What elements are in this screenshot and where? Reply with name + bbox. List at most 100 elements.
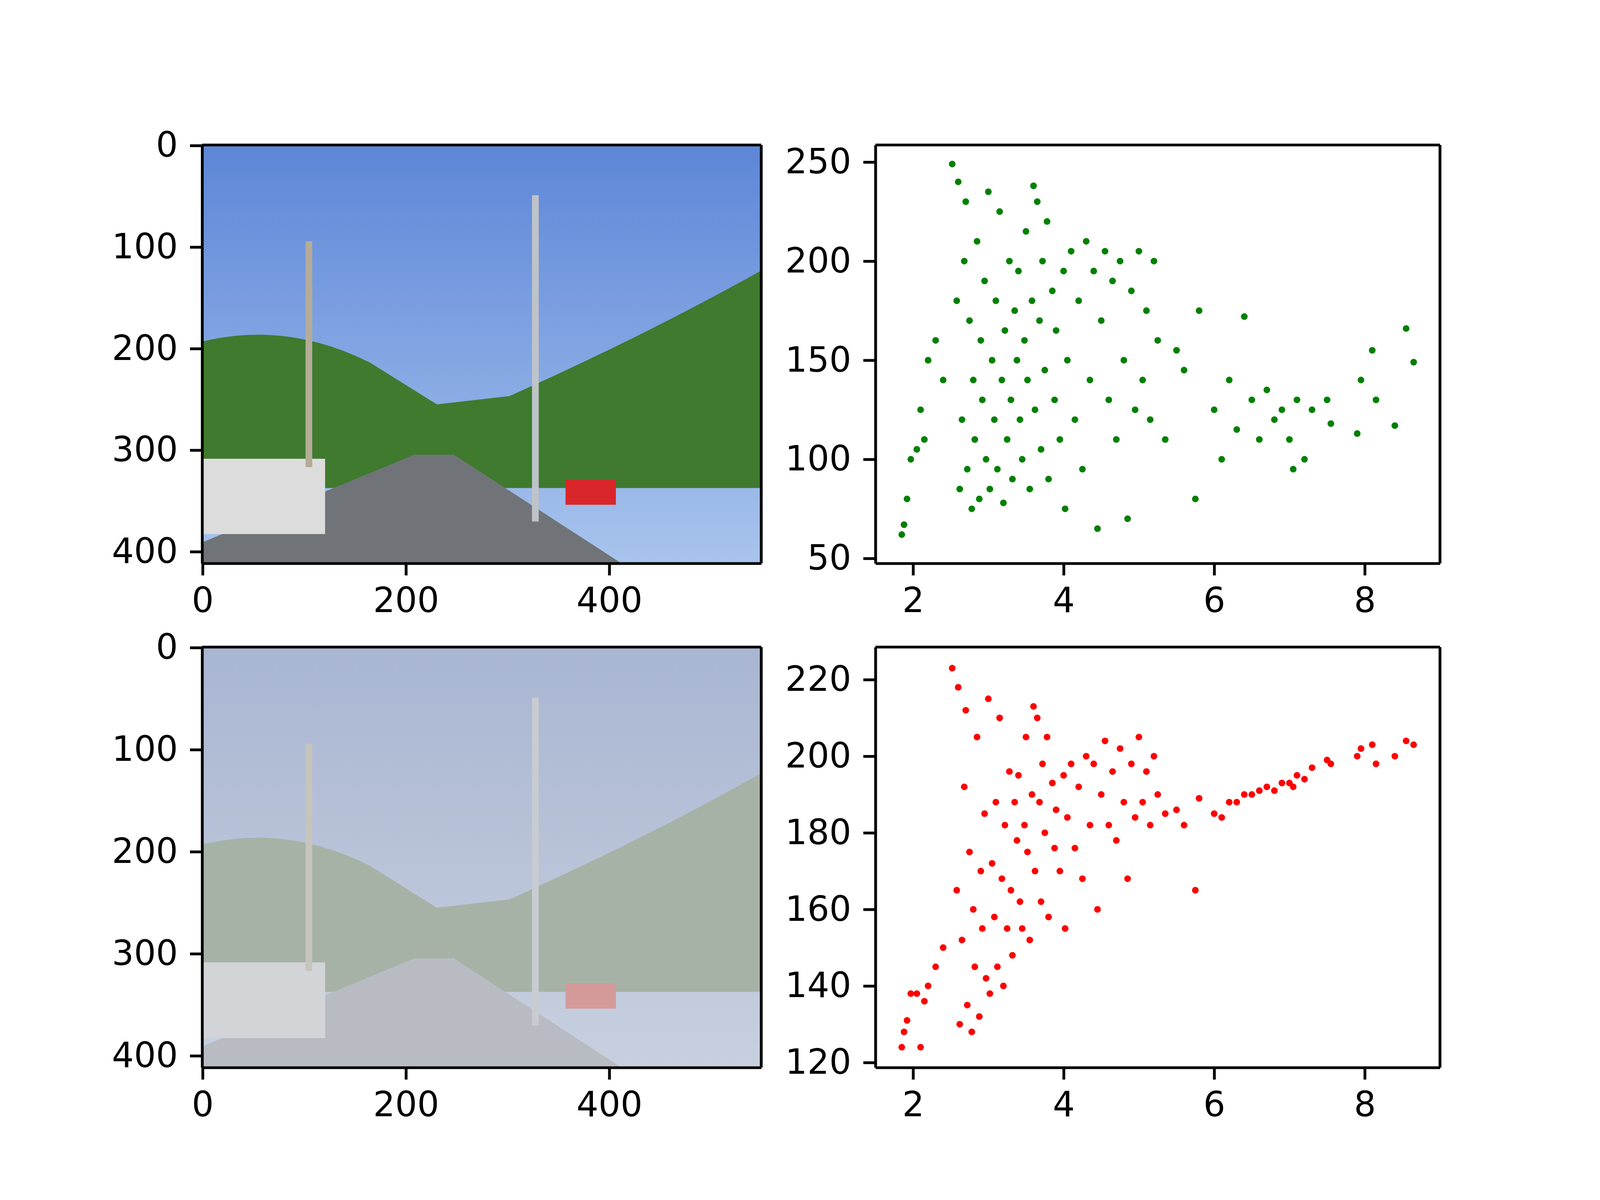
scatter-point (1007, 887, 1015, 894)
tick: 200 (785, 240, 876, 281)
scatter-point (1124, 875, 1131, 883)
tick: 50 (807, 537, 876, 578)
tick-mark (1363, 1067, 1367, 1080)
scatter-point (985, 695, 992, 703)
scatter-point (1033, 198, 1041, 205)
tick-mark (863, 984, 876, 988)
tick: 150 (785, 339, 876, 380)
scatter-point (1018, 455, 1026, 463)
scatter-point (1000, 982, 1007, 990)
tick-label: 250 (785, 141, 852, 182)
scatter-point (1402, 737, 1410, 745)
scatter-point (962, 198, 970, 205)
scatter-point (1301, 775, 1308, 783)
scatter-point (1327, 760, 1335, 768)
scatter-point (1290, 465, 1297, 473)
scatter-point (1007, 396, 1015, 404)
tick-mark (190, 952, 203, 956)
scatter-point (1022, 227, 1030, 235)
x-axis: 0200400 (191, 563, 762, 621)
tick: 200 (112, 327, 203, 369)
scatter-point (1255, 787, 1263, 795)
x-axis: 2468 (875, 1067, 1441, 1125)
scatter-point (1162, 436, 1169, 443)
scatter-point (1127, 287, 1135, 295)
y-axis: 0100200300400 (112, 626, 203, 1076)
scatter-point (992, 798, 1000, 806)
scatter-point (1061, 505, 1069, 513)
scatter-point (988, 860, 996, 867)
axis-line (875, 1066, 1441, 1070)
scatter-point (1064, 357, 1071, 364)
spine-top (875, 143, 1440, 147)
scatter-point (1368, 741, 1376, 748)
scatter-point (920, 436, 928, 443)
tick-label: 6 (1203, 1084, 1226, 1125)
scatter-point (1016, 416, 1024, 423)
scatter-point (1052, 806, 1060, 814)
scatter-point (1090, 760, 1098, 768)
tick-label: 50 (807, 537, 852, 578)
x-axis: 0200400 (191, 1067, 762, 1125)
photo-pole (532, 697, 539, 1026)
scatter-point (1233, 426, 1240, 433)
scatter-point (1278, 779, 1286, 787)
scatter-point (979, 925, 986, 932)
tick: 140 (785, 965, 876, 1006)
scatter-point (955, 178, 962, 185)
tick-label: 6 (1203, 580, 1226, 621)
scatter-point (1218, 455, 1225, 463)
photo-car (565, 479, 616, 505)
axis-line (874, 647, 878, 1068)
scatter-point (996, 714, 1003, 722)
tick-mark (190, 850, 203, 854)
tick: 180 (785, 812, 876, 853)
tick: 200 (373, 1067, 440, 1125)
scatter-point (1021, 337, 1028, 344)
scatter-point (1131, 406, 1139, 413)
scatter-point (1248, 396, 1255, 404)
axis-line (875, 562, 1441, 565)
tick: 4 (1052, 1067, 1075, 1125)
scatter-point (994, 465, 1001, 473)
tick-mark (190, 646, 203, 650)
scatter-point (998, 376, 1006, 384)
photo-wall (202, 458, 325, 535)
scatter-point (1090, 267, 1098, 275)
scatter-point (990, 416, 998, 423)
scatter-point (1180, 821, 1188, 829)
scatter-point (1101, 737, 1109, 745)
scatter-point (1013, 837, 1021, 844)
scatter-point (977, 337, 985, 344)
scatter-point (1024, 376, 1031, 384)
scatter-point (1045, 913, 1053, 921)
spine-top (875, 645, 1440, 649)
scatter-point (913, 990, 920, 998)
plot-area (898, 160, 1418, 538)
tick-label: 100 (785, 438, 852, 479)
tick-mark (863, 457, 876, 461)
scatter-point (1000, 499, 1007, 507)
scatter-point (903, 495, 911, 503)
tick: 250 (785, 141, 876, 182)
tick-label: 120 (785, 1041, 852, 1083)
x-axis: 2468 (875, 563, 1441, 621)
tick-mark (1363, 563, 1367, 576)
scatter-point (1052, 327, 1060, 334)
scatter-point (1094, 905, 1101, 913)
scatter-point (1173, 806, 1180, 814)
tick: 120 (785, 1041, 876, 1083)
scatter-point (1049, 287, 1056, 295)
scatter-point (998, 875, 1006, 883)
scatter-point (970, 905, 977, 913)
tick-mark (863, 557, 876, 560)
scatter-point (940, 944, 947, 951)
scatter-point (1255, 436, 1263, 443)
scatter-point (948, 665, 956, 672)
scatter-point (898, 531, 905, 538)
scatter-point (1028, 297, 1036, 305)
tick-mark (911, 563, 915, 576)
scatter-point (1039, 760, 1046, 768)
scatter-point (1240, 791, 1248, 798)
scatter-point (920, 997, 928, 1005)
